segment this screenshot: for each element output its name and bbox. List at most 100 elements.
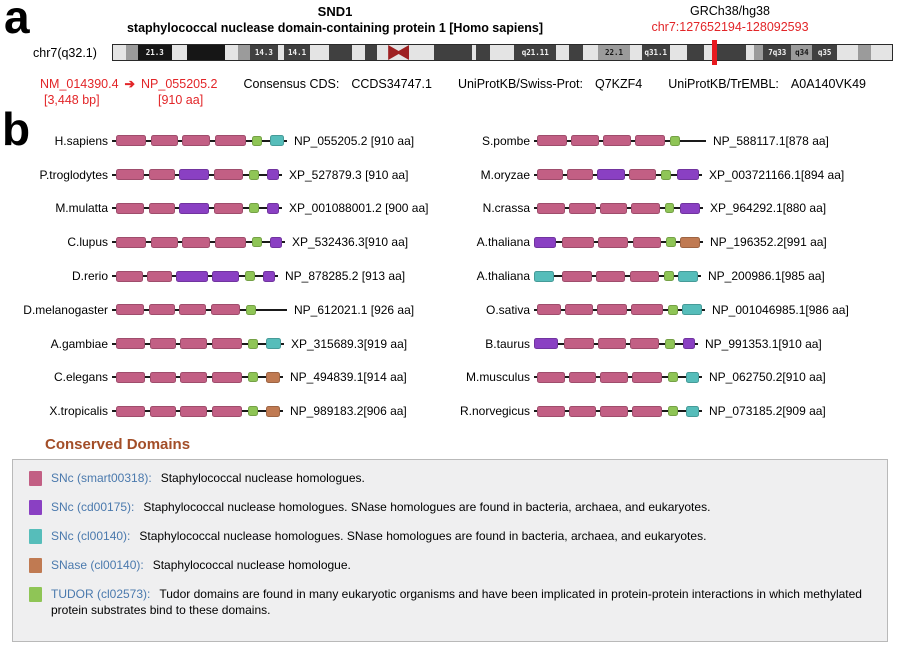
snc-smart00318-domain [629, 169, 656, 181]
chromosome-band [569, 45, 583, 60]
linker-line [281, 342, 284, 345]
chromosome-band: q21.11 [514, 45, 557, 60]
accession-label: NP_200986.1[985 aa] [708, 269, 825, 284]
legend-text: TUDOR (cl02573): Tudor domains are found … [51, 587, 871, 618]
linker-line [631, 139, 635, 142]
linker-line [112, 308, 116, 311]
chromosome-band [556, 45, 570, 60]
tudor-domain [668, 406, 678, 417]
domain-diagram [112, 169, 282, 181]
snc-smart00318-domain [596, 270, 625, 282]
legend-domain-description: Staphylococcal nuclease homologues. [160, 471, 365, 485]
linker-line [663, 308, 668, 311]
snc-cd00175-domain [176, 270, 208, 282]
legend-domain-description: Staphylococcal nuclease homologues. SNas… [139, 529, 707, 543]
linker-line [144, 207, 149, 210]
species-label: A.gambiae [50, 336, 108, 351]
ortholog-row: N.crassa XP_964292.1[880 aa] [432, 192, 849, 226]
snc-smart00318-domain [212, 405, 242, 417]
chromosome-band [745, 45, 754, 60]
chromosome-band [352, 45, 366, 60]
ortholog-row: A.thaliana NP_200986.1[985 aa] [432, 259, 849, 293]
linker-line [678, 308, 682, 311]
species-label: M.oryzae [480, 167, 530, 182]
species-label: D.melanogaster [23, 302, 108, 317]
snc-smart00318-domain [116, 304, 144, 316]
snc-cd00175-domain [179, 202, 209, 214]
linker-line [210, 139, 215, 142]
legend-item: SNc (cd00175): Staphylococcal nuclease ho… [29, 500, 871, 516]
snc-smart00318-domain [182, 135, 210, 147]
snc-smart00318-domain [151, 135, 178, 147]
chromosome-band [329, 45, 353, 60]
swissprot-label: UniProtKB/Swiss-Prot: [457, 77, 583, 91]
chromosome-band [687, 45, 705, 60]
snc-cd00175-domain [597, 169, 625, 181]
ortholog-row: C.elegans NP_494839.1[914 aa] [8, 361, 428, 395]
chromosome-band: 21.3 [137, 45, 172, 60]
snc-smart00318-domain [600, 371, 628, 383]
snc-smart00318-domain [150, 371, 176, 383]
chromosome-band [365, 45, 377, 60]
tudor-domain [245, 271, 255, 282]
snc-smart00318-domain [603, 135, 631, 147]
linker-line [676, 241, 680, 244]
ortholog-row: R.norvegicus NP_073185.2[909 aa] [432, 394, 849, 428]
species-label: C.elegans [53, 370, 108, 385]
snc-smart00318-domain [182, 236, 210, 248]
snc-smart00318-domain [569, 202, 596, 214]
snc-smart00318-domain [562, 270, 592, 282]
linker-line [678, 410, 686, 413]
linker-line [680, 139, 706, 142]
snc-smart00318-domain [630, 338, 659, 350]
linker-line [534, 139, 537, 142]
trembl-label: UniProtKB/TrEMBL: [668, 77, 779, 91]
linker-line [594, 342, 598, 345]
ortholog-row: D.rerio NP_878285.2 [913 aa] [8, 259, 428, 293]
linker-line [627, 308, 631, 311]
domain-diagram [112, 304, 287, 316]
linker-line [176, 410, 180, 413]
centromere [388, 45, 410, 60]
linker-line [563, 173, 567, 176]
accession-label: NP_494839.1[914 aa] [290, 370, 407, 385]
linker-line [565, 376, 569, 379]
snase-domain [266, 405, 280, 417]
linker-line [246, 139, 252, 142]
snc-smart00318-domain [149, 169, 175, 181]
legend-text: SNc (smart00318): Staphylococcal nuclease… [51, 471, 365, 487]
tudor-domain [252, 237, 262, 248]
snc-smart00318-domain [633, 236, 661, 248]
accession-label: XP_964292.1[880 aa] [710, 201, 827, 216]
linker-line [112, 139, 116, 142]
domain-diagram [534, 135, 706, 147]
linker-line [628, 410, 632, 413]
linker-line [284, 139, 287, 142]
linker-line [599, 139, 603, 142]
linker-line [596, 207, 600, 210]
ortholog-row: M.mulatta XP_001088001.2 [900 aa] [8, 192, 428, 226]
snc-cd00175-domain [677, 169, 699, 181]
linker-line [243, 173, 249, 176]
ortholog-row: P.troglodytes XP_527879.3 [910 aa] [8, 158, 428, 192]
linker-line [674, 275, 678, 278]
snc-smart00318-domain [180, 371, 207, 383]
chromosome-band [409, 45, 434, 60]
species-label: S.pombe [481, 133, 530, 148]
chromosome-band [433, 45, 472, 60]
accession-label: NP_612021.1 [926 aa] [294, 302, 415, 317]
linker-line [534, 376, 537, 379]
linker-line [675, 342, 683, 345]
accession-label: NP_001046985.1[986 aa] [712, 302, 849, 317]
linker-line [660, 207, 665, 210]
snc-smart00318-domain [569, 371, 596, 383]
genomic-location: chr7:127652194-128092593 [651, 20, 809, 34]
legend-domain-description: Staphylococcal nuclease homologue. [152, 558, 351, 572]
snc-cl00140-domain [678, 270, 698, 282]
snc-smart00318-domain [569, 405, 596, 417]
snc-cd00175-domain [263, 270, 275, 282]
snc-smart00318-domain [215, 236, 246, 248]
linker-line [242, 410, 248, 413]
arrow-icon: ➔ [124, 77, 136, 91]
ccds-value: CCDS34747.1 [351, 77, 432, 91]
